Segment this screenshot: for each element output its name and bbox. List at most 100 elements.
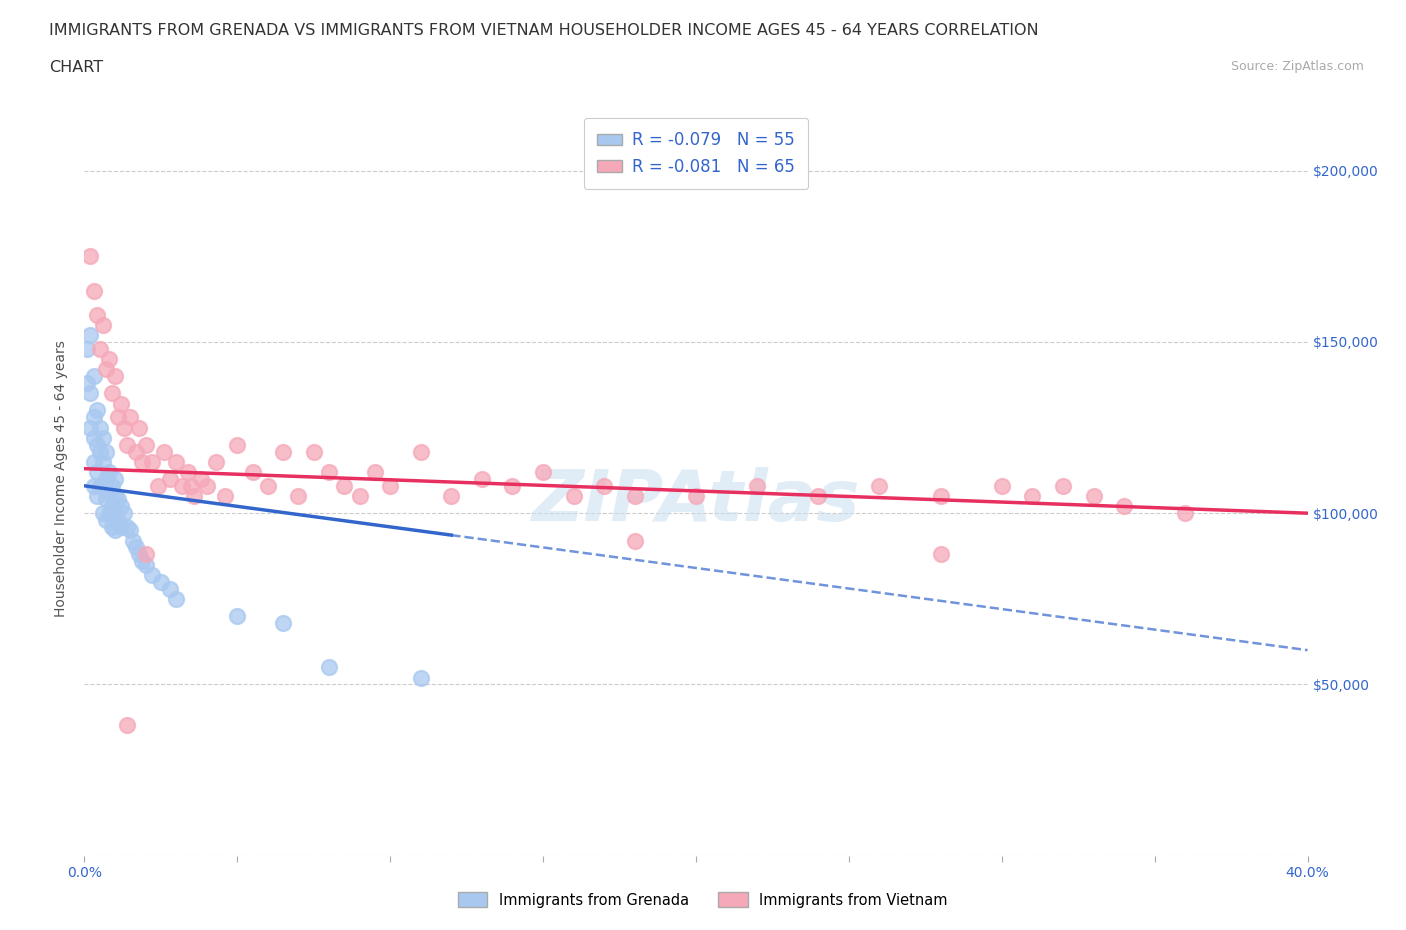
Point bbox=[177, 465, 200, 480]
Point bbox=[257, 478, 280, 493]
Point bbox=[101, 478, 124, 493]
Point bbox=[83, 455, 105, 470]
Point bbox=[83, 431, 105, 445]
Point bbox=[165, 455, 187, 470]
Point bbox=[104, 472, 127, 486]
Point bbox=[120, 410, 142, 425]
Point bbox=[76, 341, 98, 356]
Text: ZIPAtlas: ZIPAtlas bbox=[531, 467, 860, 536]
Point bbox=[226, 608, 249, 623]
Point bbox=[349, 488, 371, 503]
Point bbox=[94, 362, 117, 377]
Point bbox=[86, 437, 108, 452]
Point bbox=[104, 506, 127, 521]
Point bbox=[1083, 488, 1105, 503]
Point bbox=[83, 369, 105, 384]
Point bbox=[929, 488, 952, 503]
Point bbox=[135, 557, 157, 572]
Point bbox=[128, 547, 150, 562]
Point bbox=[409, 445, 432, 459]
Point bbox=[94, 492, 117, 507]
Point bbox=[531, 465, 554, 480]
Point bbox=[86, 465, 108, 480]
Point bbox=[141, 567, 163, 582]
Text: IMMIGRANTS FROM GRENADA VS IMMIGRANTS FROM VIETNAM HOUSEHOLDER INCOME AGES 45 - : IMMIGRANTS FROM GRENADA VS IMMIGRANTS FR… bbox=[49, 23, 1039, 38]
Point bbox=[101, 520, 124, 535]
Point bbox=[107, 492, 129, 507]
Point bbox=[214, 488, 236, 503]
Point bbox=[125, 540, 148, 555]
Point bbox=[593, 478, 616, 493]
Point bbox=[79, 386, 101, 401]
Point bbox=[101, 386, 124, 401]
Point bbox=[115, 437, 138, 452]
Point bbox=[110, 520, 132, 535]
Point bbox=[97, 485, 120, 500]
Point bbox=[89, 420, 111, 435]
Point bbox=[1021, 488, 1043, 503]
Point bbox=[471, 472, 494, 486]
Point bbox=[94, 472, 117, 486]
Point bbox=[159, 581, 181, 596]
Point bbox=[91, 478, 114, 493]
Point bbox=[287, 488, 309, 503]
Point bbox=[1114, 498, 1136, 513]
Point bbox=[380, 478, 402, 493]
Point bbox=[172, 478, 194, 493]
Point bbox=[226, 437, 249, 452]
Point bbox=[562, 488, 585, 503]
Point bbox=[159, 472, 181, 486]
Point bbox=[110, 498, 132, 513]
Point bbox=[86, 488, 108, 503]
Legend: Immigrants from Grenada, Immigrants from Vietnam: Immigrants from Grenada, Immigrants from… bbox=[453, 886, 953, 913]
Point bbox=[302, 445, 325, 459]
Point bbox=[149, 574, 172, 589]
Point bbox=[89, 445, 111, 459]
Point bbox=[333, 478, 356, 493]
Point bbox=[76, 376, 98, 391]
Point bbox=[409, 671, 432, 685]
Point bbox=[115, 520, 138, 535]
Point bbox=[91, 455, 114, 470]
Point bbox=[131, 455, 153, 470]
Point bbox=[165, 591, 187, 606]
Point bbox=[94, 512, 117, 527]
Point bbox=[747, 478, 769, 493]
Point bbox=[318, 465, 340, 480]
Point bbox=[685, 488, 707, 503]
Point bbox=[440, 488, 463, 503]
Point bbox=[190, 472, 212, 486]
Point bbox=[183, 488, 205, 503]
Point bbox=[97, 352, 120, 366]
Point bbox=[97, 465, 120, 480]
Point bbox=[97, 506, 120, 521]
Legend: R = -0.079   N = 55, R = -0.081   N = 65: R = -0.079 N = 55, R = -0.081 N = 65 bbox=[583, 118, 808, 189]
Point bbox=[122, 533, 145, 548]
Point bbox=[1052, 478, 1074, 493]
Point bbox=[79, 327, 101, 342]
Point bbox=[91, 506, 114, 521]
Point bbox=[86, 403, 108, 418]
Point bbox=[271, 616, 294, 631]
Point bbox=[146, 478, 169, 493]
Point bbox=[242, 465, 264, 480]
Point bbox=[79, 420, 101, 435]
Point bbox=[205, 455, 228, 470]
Point bbox=[929, 547, 952, 562]
Text: CHART: CHART bbox=[49, 60, 103, 75]
Point bbox=[807, 488, 830, 503]
Point bbox=[195, 478, 218, 493]
Point bbox=[83, 410, 105, 425]
Text: Source: ZipAtlas.com: Source: ZipAtlas.com bbox=[1230, 60, 1364, 73]
Point bbox=[104, 523, 127, 538]
Point bbox=[271, 445, 294, 459]
Point bbox=[135, 547, 157, 562]
Point bbox=[991, 478, 1014, 493]
Point bbox=[104, 488, 127, 503]
Point bbox=[180, 478, 202, 493]
Point bbox=[89, 341, 111, 356]
Point bbox=[115, 718, 138, 733]
Point bbox=[869, 478, 891, 493]
Point bbox=[364, 465, 387, 480]
Point bbox=[107, 410, 129, 425]
